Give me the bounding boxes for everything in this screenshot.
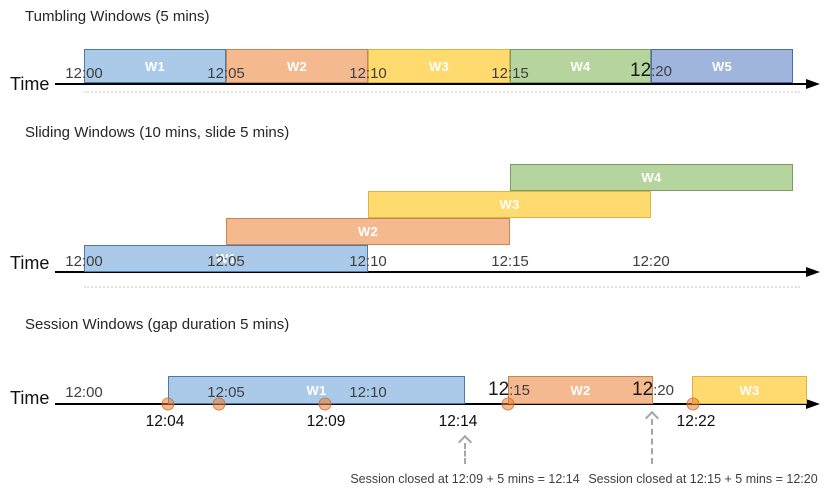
- timeline-arrowhead-icon-tumbling: [806, 79, 820, 89]
- tick-hour-emphasis: 12: [630, 60, 652, 82]
- sliding-window-w1: W1: [84, 245, 368, 272]
- tumbling-window-w2: W2: [226, 49, 368, 83]
- tick-hour-emphasis: 12: [488, 379, 510, 401]
- timeline-sliding: [55, 271, 808, 273]
- window-label-w2: W2: [286, 58, 308, 74]
- session-tick-1220: 12:20: [632, 379, 674, 401]
- window-label-w1: W1: [144, 58, 166, 74]
- time-axis-label-sliding: Time: [10, 253, 50, 273]
- tick-minutes: :20: [651, 63, 672, 81]
- tumbling-tick-1215: 12:15: [491, 64, 529, 82]
- window-label-w1: W1: [306, 382, 327, 398]
- session-close-arrow-stem: [464, 443, 466, 464]
- tumbling-windows-title: Tumbling Windows (5 mins): [25, 8, 210, 25]
- session-windows-title: Session Windows (gap duration 5 mins): [25, 316, 290, 333]
- window-label-w1: W1: [215, 251, 237, 266]
- session-close-annotation: Session closed at 12:15 + 5 mins = 12:20: [588, 472, 818, 486]
- event-marker-icon: [161, 397, 175, 411]
- session-tick-1210: 12:10: [349, 383, 387, 401]
- tick-minutes: :15: [509, 382, 530, 400]
- window-label-w4: W4: [570, 58, 591, 74]
- event-marker-icon: [686, 397, 700, 411]
- session-tick-1200: 12:00: [65, 383, 103, 401]
- timeline-arrowhead-icon-sliding: [806, 267, 820, 277]
- time-axis-label-tumbling: Time: [10, 74, 50, 94]
- time-axis-label-session: Time: [10, 388, 50, 408]
- window-label-w5: W5: [711, 58, 733, 74]
- tick-hour-emphasis: 12: [632, 379, 654, 401]
- faint-guide-line-tumbling: [84, 91, 800, 93]
- sliding-tick-1210: 12:10: [349, 252, 387, 270]
- event-time-label-1214: 12:14: [438, 413, 478, 430]
- sliding-tick-1215: 12:15: [491, 252, 529, 270]
- session-tick-1205: 12:05: [207, 383, 245, 401]
- sliding-window-w3: W3: [368, 191, 651, 218]
- session-tick-1215: 12:15: [488, 379, 530, 401]
- session-window-w2: W2: [508, 376, 653, 404]
- event-marker-icon: [212, 397, 226, 411]
- sliding-windows-title: Sliding Windows (10 mins, slide 5 mins): [25, 124, 290, 141]
- tumbling-tick-1205: 12:05: [207, 64, 245, 82]
- sliding-tick-1205: 12:05: [207, 252, 245, 270]
- tick-minutes: :20: [653, 382, 674, 400]
- event-marker-icon: [318, 397, 332, 411]
- event-time-label-1209: 12:09: [306, 413, 346, 430]
- timeline-session: [55, 403, 808, 405]
- tumbling-window-w5: W5: [651, 49, 793, 83]
- timeline-tumbling: [55, 83, 808, 85]
- window-label-w3: W3: [499, 197, 520, 212]
- event-marker-icon: [501, 397, 515, 411]
- event-time-label-1204: 12:04: [145, 413, 185, 430]
- tumbling-tick-1200: 12:00: [65, 64, 103, 82]
- session-window-w3: W3: [692, 376, 807, 404]
- window-label-w2: W2: [570, 382, 591, 398]
- session-close-annotation: Session closed at 12:09 + 5 mins = 12:14: [350, 472, 580, 486]
- window-label-w2: W2: [357, 224, 379, 239]
- window-label-w3: W3: [739, 382, 760, 398]
- sliding-tick-1200: 12:00: [65, 252, 103, 270]
- timeline-arrowhead-icon-session: [806, 399, 820, 409]
- event-time-label-1222: 12:22: [676, 413, 716, 430]
- window-label-w3: W3: [428, 58, 450, 74]
- session-close-arrow-stem: [651, 419, 653, 464]
- tumbling-window-w3: W3: [368, 49, 510, 83]
- sliding-window-w2: W2: [226, 218, 510, 245]
- window-label-w4: W4: [641, 170, 662, 185]
- tumbling-window-w1: W1: [84, 49, 226, 83]
- tumbling-tick-1220: 12:20: [630, 60, 672, 82]
- tumbling-window-w4: W4: [510, 49, 651, 83]
- faint-guide-line-sliding: [84, 286, 800, 288]
- sliding-window-w4: W4: [510, 164, 793, 191]
- sliding-tick-1220: 12:20: [632, 252, 670, 270]
- tumbling-tick-1210: 12:10: [349, 64, 387, 82]
